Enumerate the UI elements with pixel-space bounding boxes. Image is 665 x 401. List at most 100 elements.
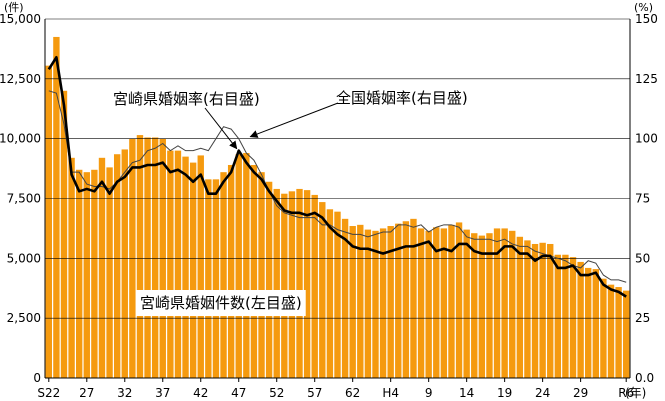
- bar: [205, 179, 212, 378]
- bar: [45, 65, 52, 379]
- bar: [235, 154, 242, 378]
- bar: [220, 172, 227, 378]
- bar: [585, 267, 592, 378]
- bar: [281, 193, 288, 378]
- x-tick-label: 57: [307, 386, 322, 400]
- bar: [433, 227, 440, 378]
- bar: [607, 284, 615, 378]
- right-tick-label: 125: [635, 72, 658, 86]
- x-tick-label: R6: [618, 386, 634, 400]
- bar: [455, 222, 463, 378]
- bar: [167, 150, 174, 378]
- bar: [144, 137, 151, 378]
- left-tick-label: 2,500: [7, 311, 41, 325]
- bar: [425, 230, 432, 378]
- right-tick-label: 50: [635, 251, 650, 265]
- bar: [623, 290, 630, 378]
- bar: [410, 218, 417, 378]
- bar: [547, 243, 554, 378]
- bar: [524, 240, 531, 378]
- bar: [600, 278, 607, 378]
- bar: [174, 150, 182, 378]
- bar: [60, 90, 68, 379]
- bar: [76, 169, 83, 378]
- x-tick-label: 9: [425, 386, 433, 400]
- annotation-box: [136, 290, 306, 316]
- bar: [569, 257, 577, 378]
- bar: [539, 242, 546, 378]
- bar: [357, 224, 364, 378]
- bar: [311, 194, 318, 378]
- x-tick-label: 42: [193, 386, 208, 400]
- bar: [303, 190, 311, 378]
- bar: [136, 135, 144, 378]
- bar: [227, 164, 235, 378]
- bar: [182, 156, 189, 378]
- bar: [91, 169, 98, 378]
- x-tick-label: 24: [535, 386, 550, 400]
- bar: [516, 236, 524, 378]
- x-tick-label: 32: [117, 386, 132, 400]
- bar: [509, 230, 516, 378]
- grid-layer: [45, 18, 630, 319]
- bar: [554, 254, 562, 378]
- bar: [372, 230, 379, 378]
- left-tick-label: 10,000: [0, 132, 41, 146]
- x-tick-label: 19: [497, 386, 512, 400]
- left-tick-label: 12,500: [0, 72, 41, 86]
- annotation-national-rate: 全国婚姻率(右目盛): [336, 89, 468, 107]
- bar: [577, 261, 584, 378]
- bar: [440, 228, 448, 378]
- left-tick-label: 15,000: [0, 12, 41, 26]
- right-tick-label: 25: [635, 311, 650, 325]
- annotation-box: [335, 88, 469, 108]
- left-tick-label: 5,000: [7, 251, 41, 265]
- bar: [326, 209, 334, 378]
- bar: [197, 155, 204, 378]
- x-tick-label: 47: [231, 386, 246, 400]
- annotation-miyazaki-rate: 宮崎県婚姻率(右目盛): [113, 90, 260, 108]
- arrow-national-rate: [249, 102, 339, 138]
- bar: [151, 137, 159, 378]
- annotation-box: [112, 89, 261, 109]
- left-tick-label: 0: [33, 371, 41, 385]
- bar: [493, 228, 501, 378]
- bar: [68, 157, 75, 378]
- right-tick-label: 0.0: [635, 371, 654, 385]
- bar: [106, 167, 113, 378]
- x-tick-label: 62: [345, 386, 360, 400]
- bar: [265, 181, 273, 378]
- bar: [562, 254, 569, 378]
- x-tick-label: 27: [79, 386, 94, 400]
- bar: [189, 162, 197, 378]
- x-tick-label: 14: [459, 386, 474, 400]
- bar: [615, 287, 622, 378]
- bar: [319, 202, 326, 378]
- bar: [113, 154, 121, 378]
- left-tick-label: 7,500: [7, 192, 41, 206]
- x-tick-label: S22: [37, 386, 60, 400]
- bar: [402, 221, 410, 378]
- x-tick-label: 52: [269, 386, 284, 400]
- bar: [273, 188, 280, 378]
- right-tick-label: 75: [635, 192, 650, 206]
- right-tick-label: 150: [635, 12, 658, 26]
- bar: [531, 243, 539, 378]
- bar: [98, 157, 106, 378]
- bar: [341, 218, 349, 378]
- right-tick-label: 100: [635, 132, 658, 146]
- bar: [83, 172, 90, 378]
- bar: [486, 233, 493, 378]
- x-tick-label: 29: [573, 386, 588, 400]
- bar: [288, 191, 296, 378]
- x-tick-label: 37: [155, 386, 170, 400]
- bar: [258, 172, 265, 378]
- x-tick-label: H4: [382, 386, 399, 400]
- bar: [463, 229, 470, 378]
- axes-layer: [44, 19, 631, 382]
- bar: [395, 223, 402, 378]
- bar: [417, 228, 425, 378]
- series-national-rate-line: [48, 90, 627, 283]
